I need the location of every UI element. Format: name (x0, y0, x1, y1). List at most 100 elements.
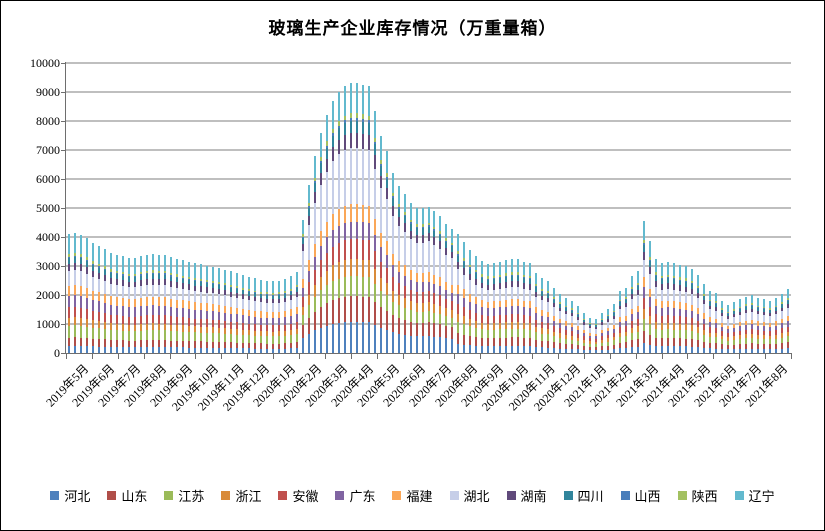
bar-segment-jiangsu (529, 329, 532, 339)
bar-segment-hubei (715, 310, 718, 319)
bar-segment-hubei (547, 302, 550, 312)
bar-segment-guangdong (361, 222, 364, 240)
bar-segment-liaoning (193, 263, 196, 278)
bar (151, 253, 154, 353)
legend-label: 湖北 (463, 488, 490, 504)
bar-segment-anhui (103, 313, 106, 322)
bar-segment-hunan (109, 277, 112, 285)
bar-segment-zhejiang (145, 323, 148, 331)
bar-segment-hebei (601, 350, 604, 353)
bar-segment-hunan (667, 283, 670, 289)
bar-segment-hubei (643, 260, 646, 278)
bar-segment-hubei (193, 291, 196, 302)
bar-segment-zhejiang (133, 324, 136, 332)
bar-segment-anhui (175, 316, 178, 325)
bar-segment-hubei (475, 284, 478, 298)
bar-segment-jiangsu (145, 330, 148, 341)
bar-segment-shanxi (67, 256, 70, 258)
bar (67, 234, 70, 353)
bar-segment-zhejiang (559, 333, 562, 338)
bar-segment-hubei (121, 286, 124, 299)
bar-segment-shanxi (139, 274, 142, 276)
bar-segment-anhui (403, 285, 406, 298)
bar-segment-shandong (787, 342, 789, 349)
bar-segment-hebei (631, 347, 634, 353)
y-tick-mark (61, 121, 65, 122)
bar-segment-shaanxi (709, 299, 712, 302)
bar-segment-shanxi (457, 254, 460, 256)
bar-segment-sichuan (415, 228, 418, 235)
bar (355, 83, 358, 353)
bar-segment-zhejiang (109, 323, 112, 330)
bar-segment-zhejiang (727, 337, 730, 341)
bar-segment-anhui (145, 315, 148, 324)
bar (763, 299, 766, 353)
bar-segment-liaoning (403, 194, 406, 212)
bar-segment-liaoning (541, 278, 544, 289)
bar-segment-zhejiang (439, 305, 442, 314)
bar-segment-shanxi (235, 288, 238, 290)
bar-segment-anhui (625, 326, 628, 332)
bar-segment-fujian (553, 315, 556, 321)
legend-swatch (278, 490, 288, 500)
bar-segment-zhejiang (361, 259, 364, 277)
bar (307, 184, 310, 353)
bar-segment-hunan (625, 303, 628, 308)
x-tick-mark (169, 354, 171, 359)
bar-segment-hunan (601, 322, 604, 325)
bar-segment-shanxi (481, 276, 484, 278)
bar (457, 234, 460, 353)
bar-segment-hunan (469, 274, 472, 281)
bar-segment-anhui (325, 252, 328, 271)
bar-segment-jiangsu (535, 332, 538, 340)
bar (757, 298, 760, 353)
bar-segment-liaoning (625, 288, 628, 298)
bar-segment-zhejiang (115, 323, 118, 331)
bar-segment-hebei (109, 347, 112, 353)
bar-segment-hunan (307, 215, 310, 225)
bar-segment-zhejiang (715, 333, 718, 338)
bar-segment-shanxi (661, 278, 664, 280)
bar (607, 309, 610, 353)
bar-segment-anhui (355, 239, 358, 260)
bar-segment-hunan (445, 247, 448, 255)
bar-segment-hubei (337, 154, 340, 210)
bar-segment-guangdong (139, 306, 142, 316)
bar-segment-fujian (289, 309, 292, 316)
bar-segment-hubei (301, 251, 304, 280)
bar-segment-liaoning (259, 279, 262, 292)
bar-segment-guangdong (331, 230, 334, 247)
bar-segment-fujian (307, 260, 310, 272)
bar-segment-guangdong (121, 306, 124, 316)
bar-segment-shandong (415, 322, 418, 337)
bar-segment-anhui (127, 316, 130, 325)
gridline (66, 149, 791, 151)
bar-segment-guangdong (103, 302, 106, 314)
bar-segment-liaoning (133, 257, 136, 274)
legend-label: 河北 (64, 488, 91, 504)
bar-segment-shanxi (97, 266, 100, 268)
bar-segment-shanxi (361, 119, 364, 122)
bar-segment-shanxi (211, 282, 214, 284)
bar-segment-guangdong (433, 283, 436, 294)
bar-segment-sichuan (487, 279, 490, 285)
bar (541, 278, 544, 353)
bar-segment-shandong (337, 298, 340, 323)
bar-segment-anhui (583, 336, 586, 340)
bar-segment-shaanxi (541, 288, 544, 291)
bar-segment-sichuan (625, 299, 628, 304)
x-tick-mark (687, 354, 689, 359)
bar-segment-zhejiang (451, 309, 454, 318)
bar-segment-hubei (361, 148, 364, 205)
bar-segment-sichuan (655, 276, 658, 282)
bar-segment-hunan (649, 267, 652, 275)
bar-segment-liaoning (139, 256, 142, 273)
bar-segment-hebei (679, 346, 682, 353)
bar-segment-shandong (349, 296, 352, 322)
bar (253, 278, 256, 353)
bar-segment-zhejiang (235, 329, 238, 335)
bar-segment-hunan (541, 295, 544, 301)
bar-segment-guangdong (463, 297, 466, 307)
bar-segment-hebei (655, 345, 658, 353)
bar-segment-shanxi (199, 281, 202, 283)
